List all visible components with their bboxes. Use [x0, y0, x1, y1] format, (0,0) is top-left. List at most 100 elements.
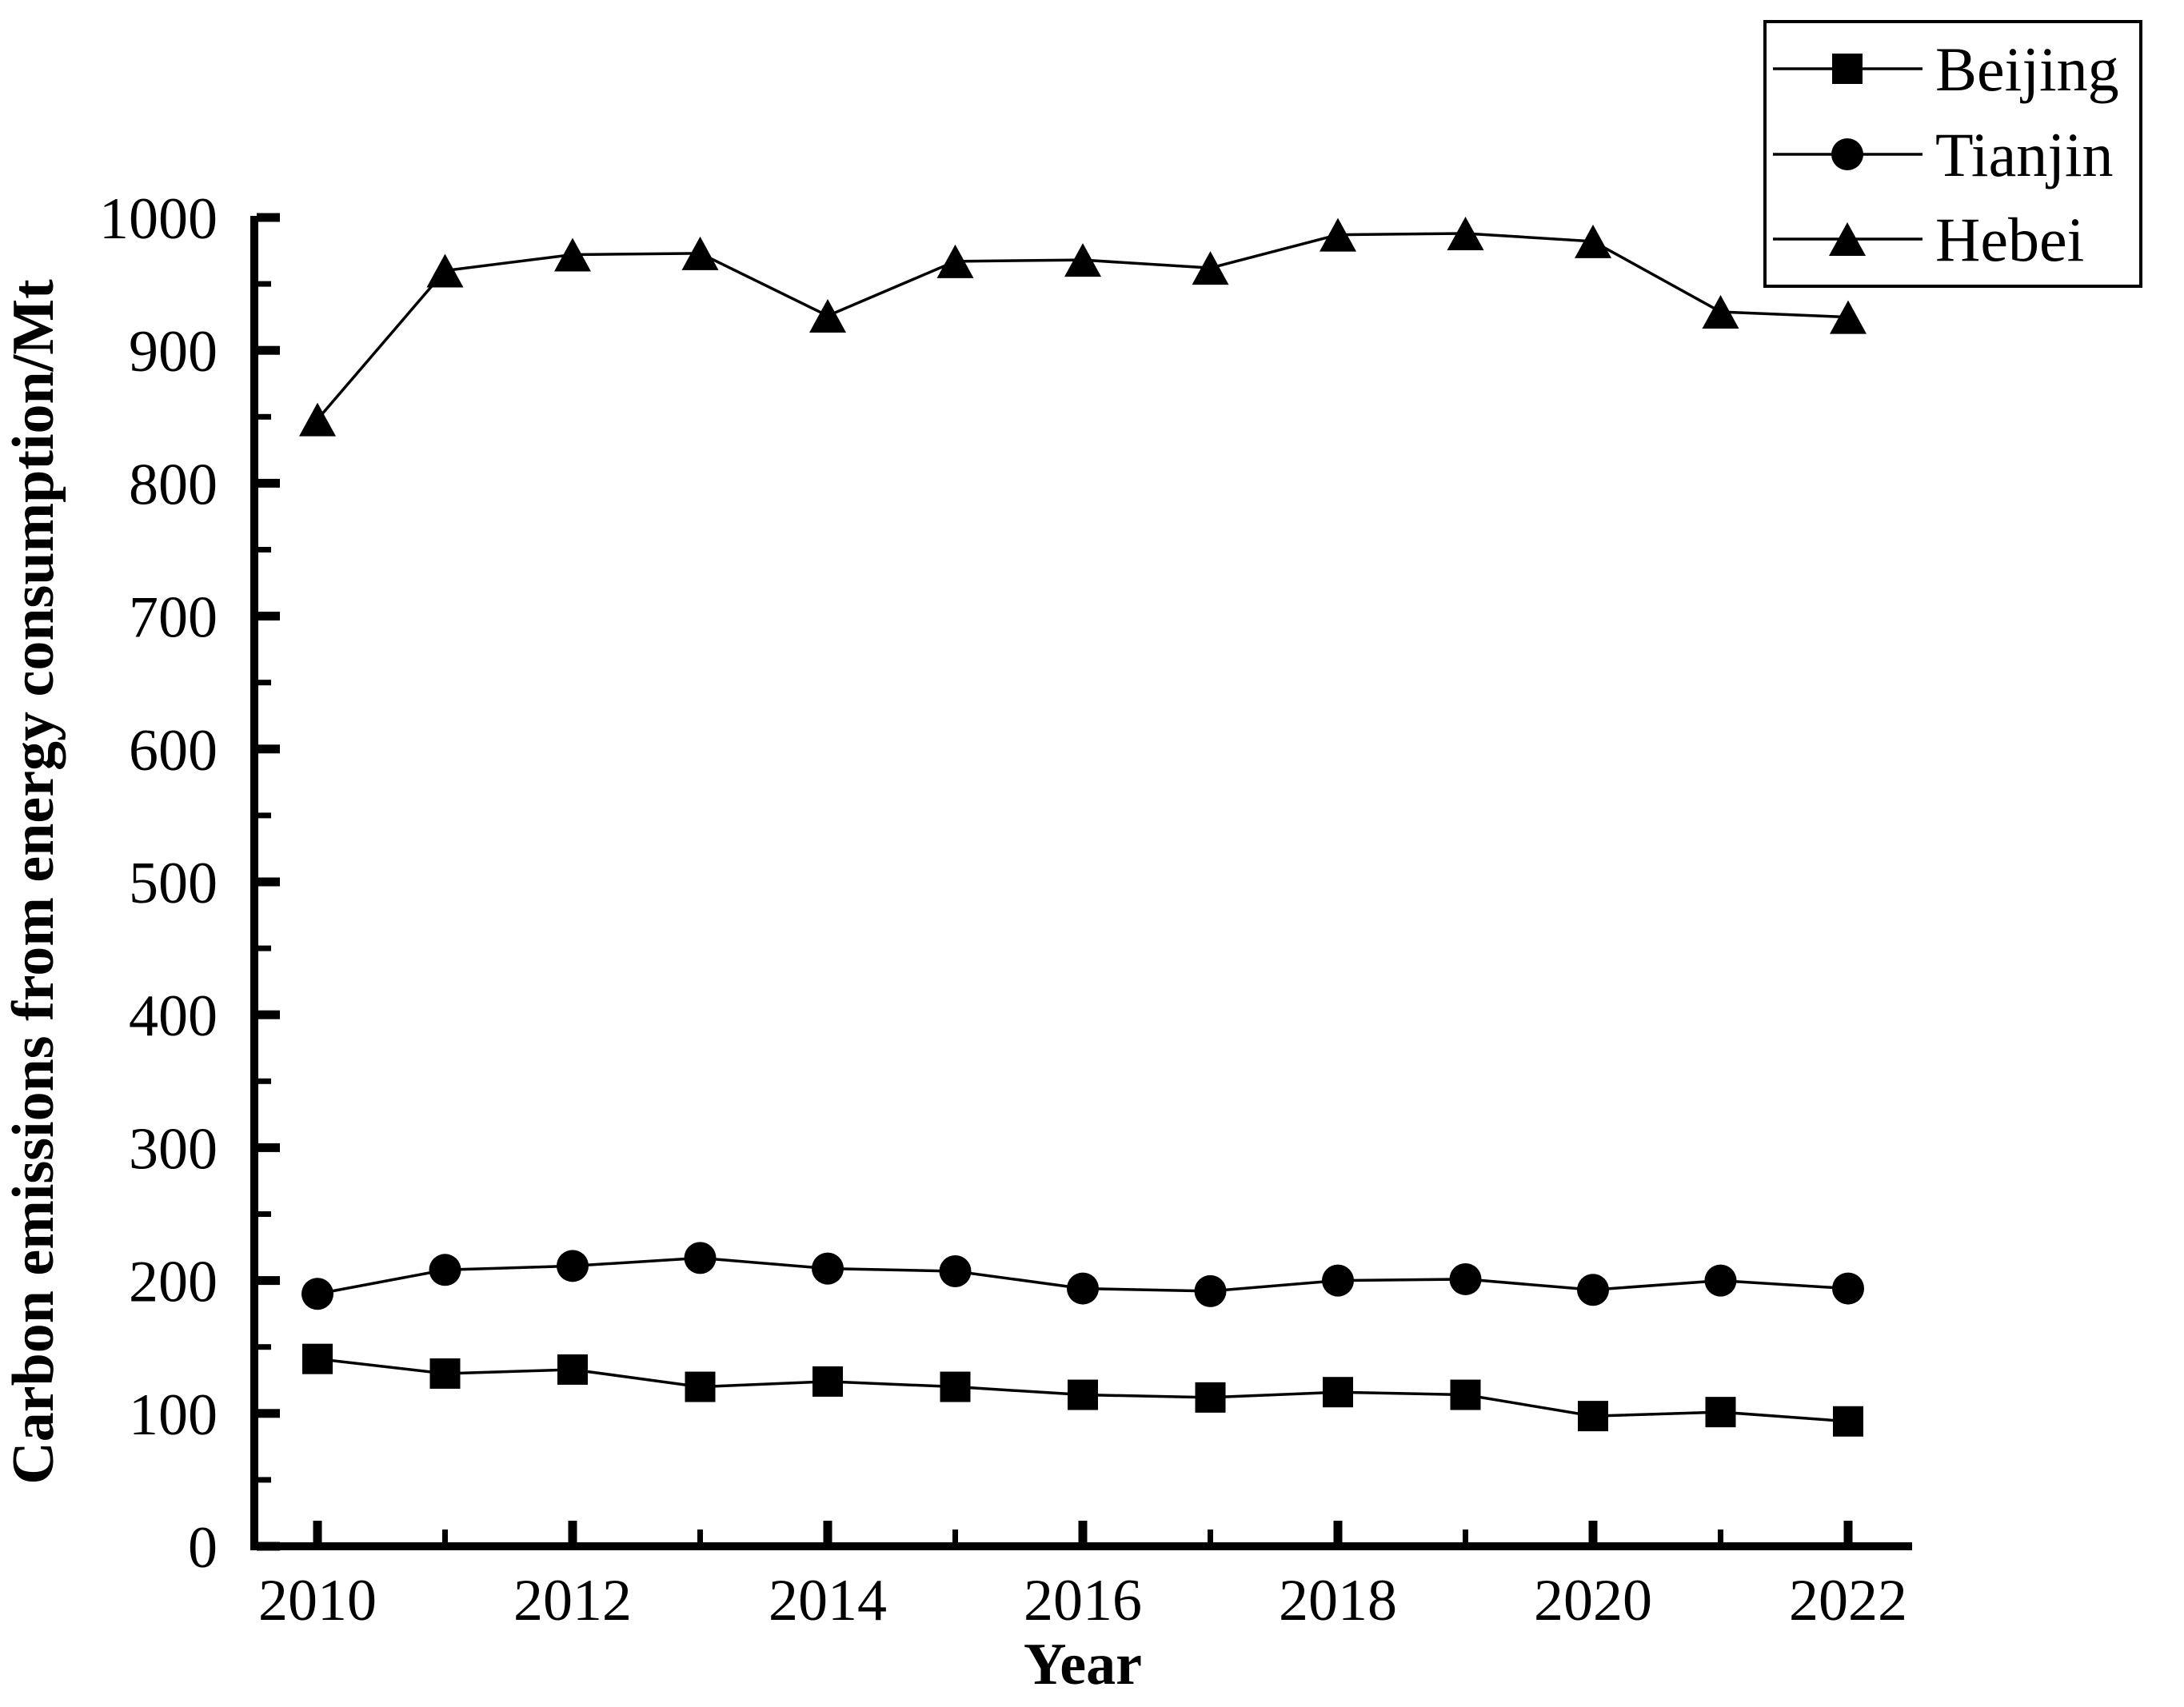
- marker-tianjin-2013: [684, 1242, 717, 1274]
- marker-hebei-2013: [681, 236, 719, 270]
- tick-layer: 0 100 200 300 400 500 600 700 800 900 1000 2010 2012…: [99, 186, 1907, 1633]
- x-minor-tick: [442, 1530, 448, 1544]
- y-major-tick: [257, 213, 280, 222]
- y-major-tick: [257, 1541, 280, 1551]
- marker-tianjin-2011: [429, 1254, 461, 1286]
- marker-beijing-2010: [302, 1343, 333, 1374]
- marker-beijing-2014: [813, 1366, 843, 1397]
- y-tick-label: 400: [129, 983, 218, 1049]
- y-minor-tick: [257, 680, 271, 686]
- marker-hebei-2019: [1447, 216, 1484, 250]
- y-minor-tick: [257, 547, 271, 552]
- y-tick-label: 600: [129, 718, 218, 784]
- marker-tianjin-2017: [1194, 1274, 1227, 1307]
- marker-beijing-2013: [685, 1371, 716, 1402]
- marker-beijing-2020: [1578, 1401, 1608, 1432]
- x-tick-label: 2014: [769, 1568, 887, 1633]
- x-major-tick: [1843, 1521, 1853, 1544]
- marker-hebei-2017: [1192, 251, 1229, 285]
- legend-label-hebei: Hebei: [1935, 205, 2084, 274]
- legend-box: [1763, 20, 2142, 288]
- y-major-tick: [257, 744, 280, 754]
- y-minor-tick: [257, 281, 271, 287]
- x-tick-label: 2018: [1279, 1568, 1397, 1633]
- marker-hebei-2011: [426, 253, 464, 288]
- legend-label-tianjin: Tianjin: [1935, 120, 2114, 189]
- x-major-tick: [823, 1521, 832, 1544]
- axes-layer: [250, 216, 1912, 1550]
- y-major-tick: [257, 877, 280, 887]
- y-minor-tick: [257, 1344, 271, 1350]
- x-minor-tick: [1463, 1530, 1468, 1544]
- series-layer: [299, 216, 1867, 1437]
- marker-tianjin-2020: [1577, 1274, 1609, 1306]
- y-tick-label: 300: [129, 1116, 218, 1182]
- legend-triangle-icon: [1829, 222, 1866, 256]
- x-minor-tick: [1208, 1530, 1213, 1544]
- legend-label-beijing: Beijing: [1935, 34, 2119, 104]
- x-minor-tick: [1718, 1530, 1723, 1544]
- marker-beijing-2011: [429, 1358, 461, 1389]
- legend-entry-hebei: Hebei: [1773, 205, 2084, 274]
- y-major-tick: [257, 345, 280, 355]
- marker-beijing-2016: [1068, 1379, 1098, 1410]
- legend-circle-icon: [1831, 138, 1863, 170]
- marker-tianjin-2021: [1704, 1264, 1737, 1297]
- x-minor-tick: [952, 1530, 958, 1544]
- y-major-tick: [257, 1010, 280, 1019]
- y-minor-tick: [257, 812, 271, 819]
- y-tick-label: 700: [129, 585, 218, 651]
- x-major-tick: [313, 1521, 322, 1544]
- y-axis-line: [250, 216, 258, 1550]
- marker-tianjin-2015: [939, 1254, 972, 1287]
- x-major-tick: [1333, 1521, 1343, 1544]
- y-tick-label: 500: [129, 851, 218, 916]
- y-minor-tick: [257, 413, 271, 420]
- marker-hebei-2016: [1064, 243, 1101, 277]
- y-major-tick: [257, 478, 280, 488]
- x-major-tick: [1588, 1521, 1598, 1544]
- x-tick-label: 2020: [1534, 1568, 1652, 1633]
- marker-beijing-2015: [940, 1371, 971, 1402]
- y-minor-tick: [257, 1078, 271, 1084]
- y-tick-label: 100: [129, 1382, 218, 1448]
- y-minor-tick: [257, 945, 271, 951]
- marker-beijing-2012: [557, 1354, 588, 1385]
- y-axis-title: Carbon emissions from energy consumption…: [1, 279, 66, 1485]
- marker-beijing-2019: [1450, 1379, 1481, 1410]
- legend-entry-tianjin: Tianjin: [1773, 120, 2114, 189]
- x-tick-label: 2016: [1024, 1568, 1142, 1633]
- marker-tianjin-2016: [1067, 1272, 1099, 1305]
- marker-beijing-2021: [1705, 1397, 1736, 1428]
- legend-entry-beijing: Beijing: [1773, 34, 2119, 104]
- x-minor-tick: [697, 1530, 703, 1544]
- y-major-tick: [257, 612, 280, 621]
- legend: Beijing Tianjin Hebei: [1763, 20, 2142, 288]
- y-tick-label: 200: [129, 1250, 218, 1315]
- y-major-tick: [257, 1409, 280, 1418]
- marker-hebei-2010: [299, 402, 336, 437]
- y-tick-label: 800: [129, 452, 218, 517]
- marker-tianjin-2022: [1832, 1272, 1864, 1305]
- marker-tianjin-2014: [812, 1252, 844, 1285]
- series-hebei: [299, 216, 1867, 437]
- marker-hebei-2014: [809, 298, 846, 333]
- series-tianjin: [301, 1242, 1864, 1310]
- y-tick-label: 0: [188, 1515, 218, 1581]
- y-minor-tick: [257, 1211, 271, 1217]
- marker-tianjin-2018: [1322, 1264, 1354, 1297]
- y-minor-tick: [257, 1477, 271, 1483]
- marker-tianjin-2012: [557, 1250, 589, 1282]
- marker-hebei-2021: [1702, 295, 1739, 329]
- marker-tianjin-2010: [301, 1278, 333, 1310]
- x-tick-label: 2010: [258, 1568, 377, 1633]
- y-major-tick: [257, 1276, 280, 1286]
- x-tick-label: 2012: [513, 1568, 632, 1633]
- marker-tianjin-2019: [1449, 1262, 1482, 1295]
- marker-beijing-2018: [1323, 1377, 1353, 1408]
- y-major-tick: [257, 1143, 280, 1152]
- marker-hebei-2022: [1830, 300, 1867, 334]
- marker-hebei-2018: [1320, 217, 1356, 252]
